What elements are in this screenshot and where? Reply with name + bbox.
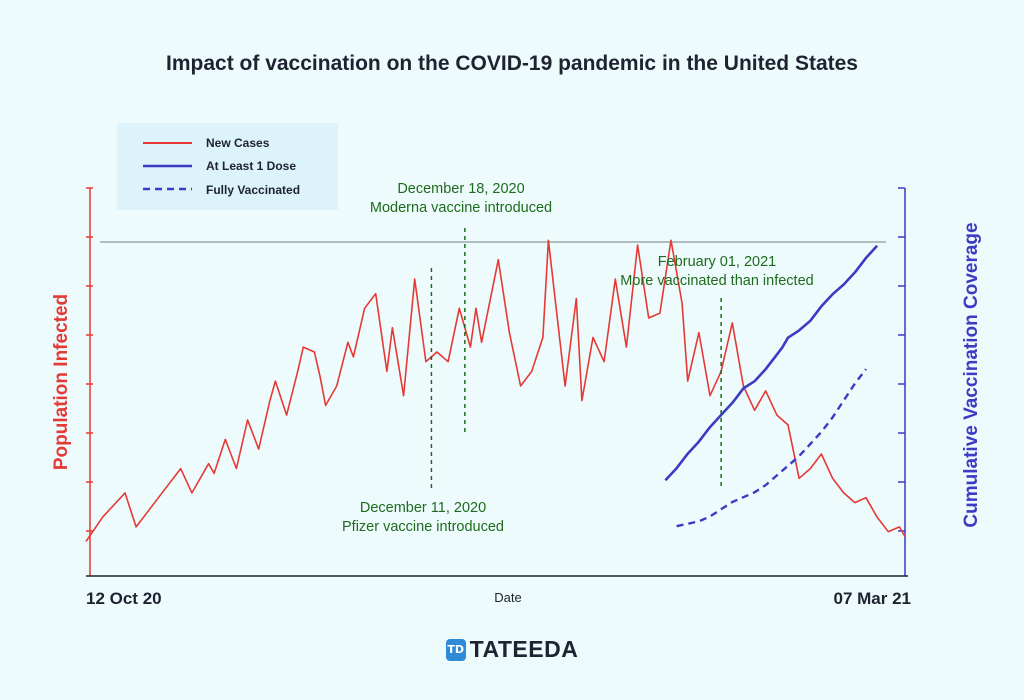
series-fully-vaccinated: [676, 368, 867, 528]
legend-label-new-cases: New Cases: [206, 136, 270, 150]
series-new-cases: [85, 239, 906, 542]
y-axis-title-left: Population Infected: [51, 294, 72, 470]
brand-logo: TD TATEEDA: [0, 636, 1024, 663]
annotation-crossover-date: February 01, 2021: [658, 254, 777, 270]
annotation-pfizer-date: December 11, 2020: [360, 500, 486, 516]
chart-title: Impact of vaccination on the COVID-19 pa…: [166, 52, 858, 75]
annotation-moderna-date: December 18, 2020: [397, 181, 524, 197]
annotation-moderna-text: Moderna vaccine introduced: [370, 200, 552, 216]
left-axis: [86, 187, 93, 576]
right-axis: [898, 187, 906, 576]
legend-label-at-least-1-dose: At Least 1 Dose: [206, 159, 296, 173]
x-axis-title: Date: [494, 590, 521, 605]
legend-label-fully-vaccinated: Fully Vaccinated: [206, 183, 300, 197]
annotation-crossover-text: More vaccinated than infected: [620, 273, 813, 289]
x-tick-label-end: 07 Mar 21: [834, 589, 912, 608]
brand-mark-icon: TD: [445, 638, 466, 661]
legend: New Cases At Least 1 Dose Fully Vaccinat…: [117, 123, 338, 210]
annotation-pfizer-text: Pfizer vaccine introduced: [342, 519, 504, 535]
series-at-least-1-dose: [664, 244, 879, 482]
x-tick-label-start: 12 Oct 20: [86, 589, 162, 608]
brand-name: TATEEDA: [469, 636, 579, 662]
y-axis-title-right: Cumulative Vaccination Coverage: [961, 222, 982, 527]
